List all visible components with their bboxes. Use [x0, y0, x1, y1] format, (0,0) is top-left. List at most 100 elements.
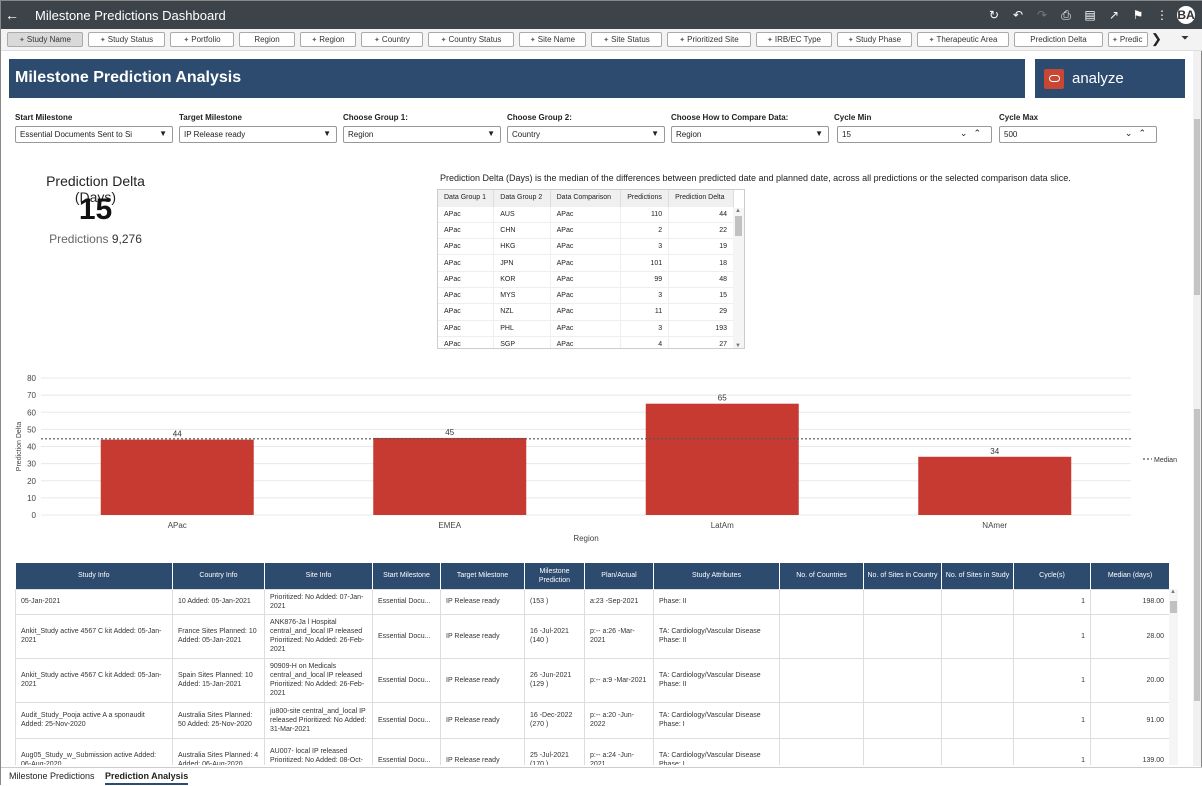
filter-chip-label: Prediction Delta — [1030, 35, 1087, 44]
scroll-thumb[interactable] — [735, 216, 742, 236]
y-tick-label: 0 — [32, 511, 37, 520]
filter-chip[interactable]: ✦ Study Status — [88, 32, 165, 47]
table-row[interactable]: APac CHN APac 2 22 — [438, 221, 734, 239]
table-row[interactable]: APac PHL APac 3 193 — [438, 319, 734, 337]
table-cell: p:-- a:24 -Jun-2021 — [584, 737, 654, 765]
table-cell: 22 — [668, 221, 734, 239]
column-header[interactable]: Study Info — [15, 563, 173, 589]
column-header[interactable]: Plan/Actual — [584, 563, 654, 589]
table-cell — [863, 588, 942, 615]
scroll-thumb[interactable] — [1194, 119, 1200, 295]
filter-chip[interactable]: Region — [239, 32, 295, 47]
table-row[interactable]: Ankit_Study active 4567 C kit Added: 05-… — [15, 657, 1170, 703]
table-row[interactable]: Aug05_Study_w_Submission active Added: 0… — [15, 737, 1170, 765]
table-cell: 25 -Jul-2021 (170 ) — [524, 737, 585, 765]
table-cell — [863, 737, 942, 765]
column-header[interactable]: Data Comparison — [550, 190, 622, 206]
table-row[interactable]: Ankit_Study active 4567 C kit Added: 05-… — [15, 613, 1170, 659]
table-row[interactable]: APac MYS APac 3 15 — [438, 286, 734, 304]
pin-icon: ✦ — [183, 36, 190, 44]
scroll-thumb[interactable] — [1194, 409, 1200, 701]
scroll-up-icon[interactable]: ▲ — [735, 208, 741, 214]
filter-chip[interactable]: ✦ Study Phase — [837, 32, 912, 47]
chevron-right-icon[interactable]: ❯ — [1151, 31, 1162, 46]
column-header[interactable]: Country Info — [172, 563, 265, 589]
bar[interactable] — [645, 403, 799, 515]
table-row[interactable]: APac JPN APac 101 18 — [438, 254, 734, 272]
column-header[interactable]: No. of Countries — [779, 563, 864, 589]
print-icon[interactable]: ⎙ — [1061, 7, 1071, 22]
scroll-thumb[interactable] — [1170, 601, 1177, 613]
table-cell: APac — [438, 254, 495, 272]
y-axis-title: Prediction Delta — [16, 422, 23, 472]
table-cell: TA: Cardiology/Vascular Disease Phase: I… — [653, 657, 780, 703]
table-row[interactable]: Audit_Study_Pooja active A a sponaudit A… — [15, 701, 1170, 739]
column-header[interactable]: Cycle(s) — [1013, 563, 1091, 589]
y-tick-label: 10 — [27, 494, 36, 503]
group2-select[interactable]: Country ▼ — [507, 126, 665, 143]
table-row[interactable]: 05-Jan-2021 10 Added: 05-Jan-2021 Prioriti… — [15, 588, 1170, 615]
filter-chip[interactable]: Prediction Delta — [1014, 32, 1103, 47]
undo-icon[interactable]: ↶ — [1012, 8, 1024, 22]
group1-select[interactable]: Region ▼ — [343, 126, 501, 143]
filter-chip[interactable]: ✦ Therapeutic Area — [917, 32, 1009, 47]
bookmark-icon[interactable]: ⚑ — [1132, 8, 1144, 22]
filter-chip[interactable]: ✦ IRB/EC Type — [756, 32, 832, 47]
redo-icon[interactable]: ↷ — [1036, 8, 1048, 22]
stepper-icon[interactable]: ⌄⌃ — [959, 128, 987, 138]
filter-chip[interactable]: ✦ Prioritized Site — [667, 32, 751, 47]
y-tick-label: 40 — [27, 443, 36, 452]
column-header[interactable]: Data Group 2 — [493, 190, 551, 206]
cycle-max-input[interactable]: 500 ⌄⌃ — [999, 126, 1157, 143]
column-header[interactable]: Study Attributes — [653, 563, 780, 589]
table-row[interactable]: APac NZL APac 11 29 — [438, 303, 734, 321]
filter-chip[interactable]: ✦ Portfolio — [170, 32, 234, 47]
bar[interactable] — [100, 439, 254, 515]
bar[interactable] — [918, 456, 1072, 515]
table-row[interactable]: APac AUS APac 110 44 — [438, 205, 734, 223]
column-header[interactable]: Data Group 1 — [438, 190, 495, 206]
column-header[interactable]: Start Milestone — [372, 563, 441, 589]
scroll-up-icon[interactable]: ▲ — [1170, 589, 1176, 595]
filter-chip[interactable]: ✦ Site Status — [591, 32, 662, 47]
table-row[interactable]: APac SGP APac 4 27 — [438, 335, 734, 348]
stepper-icon[interactable]: ⌄⌃ — [1124, 128, 1152, 138]
column-header[interactable]: Target Milestone — [440, 563, 525, 589]
table-cell: 27 — [668, 335, 734, 348]
back-arrow-icon[interactable]: ← — [5, 7, 19, 23]
filter-funnel-icon[interactable]: ⏷ — [1181, 33, 1189, 44]
target-milestone-select[interactable]: IP Release ready ▼ — [179, 126, 337, 143]
start-milestone-select[interactable]: Essential Documents Sent to Si ▼ — [15, 126, 173, 143]
column-header[interactable]: Prediction Delta — [668, 190, 734, 206]
table-row[interactable]: APac KOR APac 99 48 — [438, 270, 734, 288]
column-header[interactable]: Predictions — [620, 190, 670, 206]
filter-chip[interactable]: ✦ Predic — [1108, 32, 1148, 47]
column-header[interactable]: Site Info — [264, 563, 373, 589]
scrollbar[interactable]: ▲ — [1169, 589, 1178, 765]
cycle-min-input[interactable]: 15 ⌄⌃ — [837, 126, 992, 143]
tab-prediction-analysis[interactable]: Prediction Analysis — [105, 771, 189, 785]
scrollbar[interactable]: ▲ ▼ — [733, 208, 744, 349]
filter-chip[interactable]: ✦ Region — [300, 32, 356, 47]
filter-chip[interactable]: ✦ Country Status — [428, 32, 514, 47]
scroll-down-icon[interactable]: ▼ — [735, 343, 741, 349]
column-header[interactable]: No. of Sites in Country — [863, 563, 942, 589]
filter-chip[interactable]: ✦ Study Name — [7, 32, 83, 47]
kpi-subtitle: Predictions 9,276 — [28, 232, 163, 246]
column-header[interactable]: Median (days) — [1090, 563, 1170, 589]
column-header[interactable]: No. of Sites in Study — [941, 563, 1014, 589]
more-icon[interactable]: ⋮ — [1156, 8, 1168, 22]
bar[interactable] — [373, 437, 527, 515]
export-icon[interactable]: ↗ — [1108, 8, 1120, 22]
table-row[interactable]: APac HKG APac 3 19 — [438, 238, 734, 255]
compare-select[interactable]: Region ▼ — [671, 126, 829, 143]
tab-milestone-predictions[interactable]: Milestone Predictions — [9, 771, 95, 781]
refresh-icon[interactable]: ↻ — [988, 8, 1000, 22]
page-scrollbar[interactable] — [1193, 51, 1201, 766]
column-header[interactable]: Milestone Prediction — [524, 563, 585, 589]
comment-icon[interactable]: ▤ — [1084, 8, 1096, 22]
avatar[interactable]: BA — [1177, 6, 1195, 24]
filter-chip[interactable]: ✦ Country — [361, 32, 423, 47]
filter-chip[interactable]: ✦ Site Name — [519, 32, 586, 47]
table-cell — [779, 613, 864, 659]
